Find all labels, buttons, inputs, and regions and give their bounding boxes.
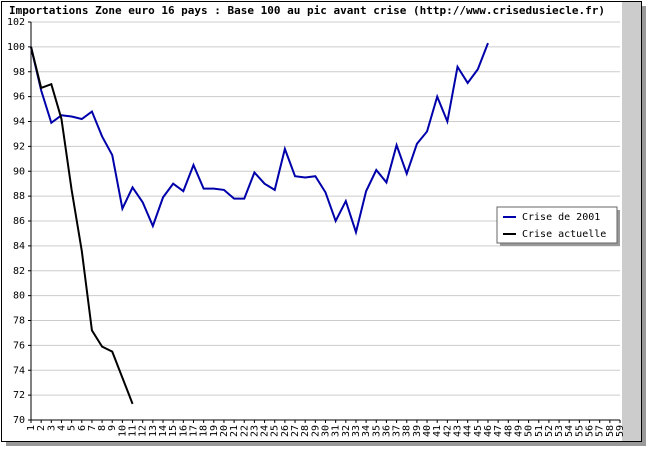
x-tick-label: 46	[483, 425, 494, 437]
legend-label: Crise actuelle	[522, 229, 606, 240]
y-tick-label: 98	[13, 67, 25, 78]
y-tick-label: 90	[13, 166, 25, 177]
x-tick-label: 25	[270, 425, 281, 437]
x-tick-label: 19	[209, 425, 220, 437]
y-tick-label: 80	[13, 291, 25, 302]
chart-title: Importations Zone euro 16 pays : Base 10…	[9, 4, 605, 17]
y-tick-label: 102	[7, 17, 25, 28]
x-tick-label: 38	[402, 425, 413, 437]
x-tick-label: 45	[473, 425, 484, 437]
y-tick-label: 78	[13, 316, 25, 327]
x-tick-label: 14	[158, 425, 169, 437]
x-tick-label: 35	[371, 425, 382, 437]
x-tick-label: 4	[56, 425, 67, 431]
y-tick-label: 94	[13, 117, 25, 128]
y-tick-label: 76	[13, 340, 25, 351]
x-tick-label: 1	[26, 425, 37, 431]
x-tick-label: 5	[67, 425, 78, 431]
x-tick-label: 10	[117, 425, 128, 437]
x-tick-label: 33	[351, 425, 362, 437]
x-tick-label: 30	[321, 425, 332, 437]
x-tick-label: 15	[168, 425, 179, 437]
x-tick-label: 24	[260, 425, 271, 437]
x-tick-label: 42	[442, 425, 453, 437]
x-tick-label: 3	[46, 425, 57, 431]
x-tick-label: 34	[361, 425, 372, 437]
x-tick-label: 48	[503, 425, 514, 437]
x-tick-label: 18	[199, 425, 210, 437]
x-tick-label: 27	[290, 425, 301, 437]
x-tick-label: 57	[595, 425, 606, 437]
x-tick-label: 32	[341, 425, 352, 437]
x-tick-label: 6	[77, 425, 88, 431]
x-tick-label: 22	[239, 425, 250, 437]
y-tick-label: 96	[13, 92, 25, 103]
x-tick-label: 21	[229, 425, 240, 437]
y-tick-label: 84	[13, 241, 25, 252]
x-tick-label: 59	[615, 425, 626, 437]
x-tick-label: 43	[453, 425, 464, 437]
x-tick-label: 41	[432, 425, 443, 437]
x-tick-label: 20	[219, 425, 230, 437]
x-tick-label: 16	[178, 425, 189, 437]
x-tick-label: 2	[36, 425, 47, 431]
x-tick-label: 39	[412, 425, 423, 437]
x-tick-label: 37	[392, 425, 403, 437]
x-tick-label: 49	[513, 425, 524, 437]
y-tick-label: 88	[13, 191, 25, 202]
y-tick-label: 82	[13, 266, 25, 277]
x-tick-label: 53	[554, 425, 565, 437]
legend-label: Crise de 2001	[522, 212, 600, 223]
x-tick-label: 8	[97, 425, 108, 431]
x-tick-label: 17	[188, 425, 199, 437]
y-tick-label: 72	[13, 390, 25, 401]
y-tick-label: 70	[13, 415, 25, 426]
x-tick-label: 47	[493, 425, 504, 437]
x-tick-label: 51	[534, 425, 545, 437]
x-tick-label: 36	[381, 425, 392, 437]
side-band	[622, 2, 641, 441]
x-tick-label: 54	[564, 425, 575, 437]
x-tick-label: 23	[249, 425, 260, 437]
y-tick-label: 100	[7, 42, 25, 53]
x-tick-label: 26	[280, 425, 291, 437]
x-tick-label: 44	[463, 425, 474, 437]
series-line	[30, 42, 489, 236]
y-tick-label: 74	[13, 365, 25, 376]
x-tick-label: 52	[544, 425, 555, 437]
x-tick-label: 50	[524, 425, 535, 437]
x-tick-label: 7	[87, 425, 98, 431]
x-tick-label: 13	[148, 425, 159, 437]
x-tick-label: 58	[605, 425, 616, 437]
x-tick-label: 9	[107, 425, 118, 431]
x-tick-label: 40	[422, 425, 433, 437]
y-tick-label: 92	[13, 141, 25, 152]
x-tick-label: 12	[138, 425, 149, 437]
x-tick-label: 56	[585, 425, 596, 437]
legend	[496, 206, 618, 244]
x-tick-label: 11	[128, 425, 139, 437]
x-tick-label: 28	[300, 425, 311, 437]
x-tick-label: 31	[331, 425, 342, 437]
series-line	[30, 46, 134, 405]
y-tick-label: 86	[13, 216, 25, 227]
x-tick-label: 29	[310, 425, 321, 437]
x-tick-label: 55	[574, 425, 585, 437]
